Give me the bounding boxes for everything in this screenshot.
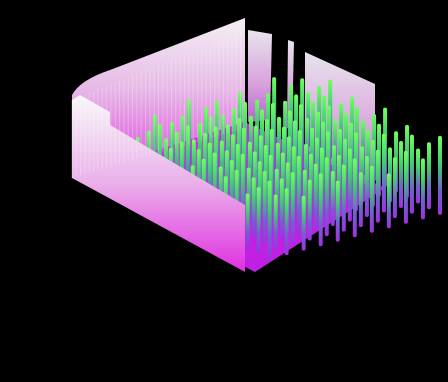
wall-texture (71, 31, 242, 178)
pillar (318, 173, 323, 247)
pillar (420, 158, 425, 220)
pillar (381, 133, 386, 213)
pillar (352, 158, 357, 238)
pillar (273, 194, 278, 250)
pillar (416, 148, 421, 204)
pillar (427, 142, 431, 210)
pillar (369, 165, 374, 233)
pillar (279, 178, 284, 240)
pillar (296, 155, 301, 235)
pillar (324, 157, 329, 237)
pillar (335, 180, 340, 242)
pillars (135, 77, 442, 260)
pillar (256, 187, 261, 254)
pillar (301, 195, 306, 251)
pillar (313, 163, 318, 231)
pillar (245, 193, 250, 249)
pillar (347, 148, 352, 222)
pillar (398, 141, 403, 209)
pillar (437, 135, 442, 215)
pillar (284, 188, 289, 256)
pillar (409, 134, 414, 214)
back-wall-segment (248, 30, 272, 122)
front-wall (72, 95, 245, 272)
pillar (330, 170, 335, 226)
pillar (375, 149, 380, 223)
pillar (267, 180, 272, 260)
pillar (392, 157, 397, 219)
pillar (307, 179, 312, 241)
pillar (386, 173, 391, 229)
pillar (341, 164, 346, 232)
pillar (403, 150, 408, 224)
pillar (262, 170, 267, 244)
pillar (251, 177, 256, 239)
pillar (364, 156, 369, 217)
pillar (358, 172, 363, 228)
pillar (290, 172, 295, 246)
